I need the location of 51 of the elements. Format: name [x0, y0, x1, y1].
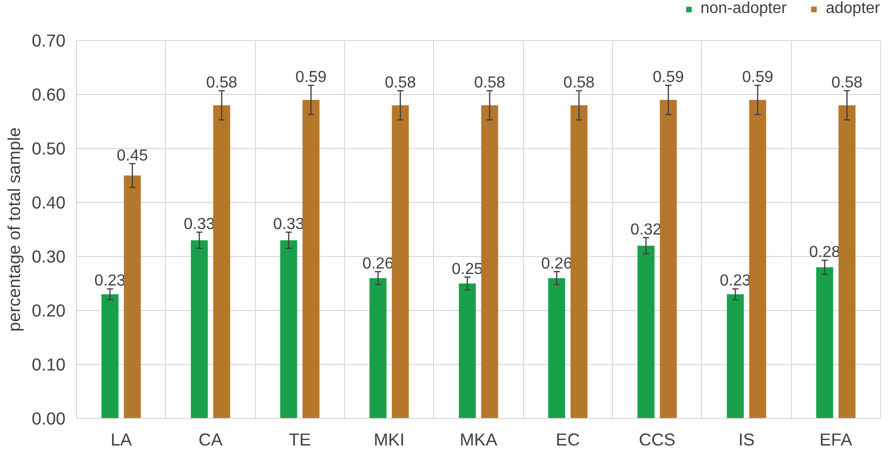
bar: [280, 240, 298, 418]
bar: [190, 240, 208, 418]
bar: [838, 105, 856, 418]
x-tick-label: CCS: [638, 430, 676, 450]
bar: [816, 267, 834, 418]
bar: [458, 284, 476, 418]
x-tick-label: EC: [556, 430, 580, 450]
bar: [370, 278, 386, 418]
data-label: 0.59: [742, 69, 774, 86]
data-label: 0.23: [94, 272, 126, 290]
data-label: 0.32: [630, 221, 662, 238]
bar: [124, 176, 141, 418]
legend-label: non-adopter: [700, 0, 787, 18]
x-tick-label: MKI: [374, 430, 405, 450]
x-tick-label: TE: [288, 430, 311, 450]
data-label: 0.26: [362, 255, 394, 272]
x-tick-label: MKA: [460, 430, 498, 450]
bar: [213, 105, 230, 418]
y-tick-label: 0.50: [32, 138, 66, 158]
y-tick-label: 0.10: [32, 354, 66, 374]
bar: [481, 105, 498, 418]
bar: [570, 105, 588, 418]
x-tick-label: IS: [738, 430, 755, 450]
y-tick-label: 0.00: [32, 408, 66, 428]
y-axis-title: percentage of total sample: [4, 127, 24, 332]
x-tick-label: EFA: [819, 430, 853, 450]
y-tick-label: 0.30: [32, 246, 66, 266]
y-tick-label: 0.60: [32, 84, 66, 104]
data-label: 0.59: [652, 69, 684, 86]
data-label: 0.58: [206, 74, 238, 92]
bar: [102, 294, 118, 418]
bar: [548, 278, 566, 418]
data-label: 0.58: [831, 74, 863, 92]
bar: [749, 100, 766, 418]
bar: [302, 100, 320, 418]
data-label: 0.58: [474, 74, 506, 92]
y-tick-label: 0.70: [32, 30, 66, 50]
data-label: 0.26: [541, 255, 572, 272]
data-label: 0.58: [384, 74, 416, 92]
bar: [726, 294, 744, 418]
bar: [392, 105, 409, 418]
x-tick-label: LA: [110, 430, 132, 450]
y-tick-label: 0.40: [32, 192, 66, 212]
bar: [638, 246, 654, 418]
legend-label: adopter: [826, 0, 880, 18]
bar: [660, 100, 677, 418]
x-tick-label: CA: [198, 430, 223, 450]
data-label: 0.58: [563, 74, 595, 92]
data-label: 0.59: [295, 69, 327, 86]
y-tick-label: 0.20: [32, 300, 66, 320]
data-label: 0.45: [116, 147, 148, 164]
